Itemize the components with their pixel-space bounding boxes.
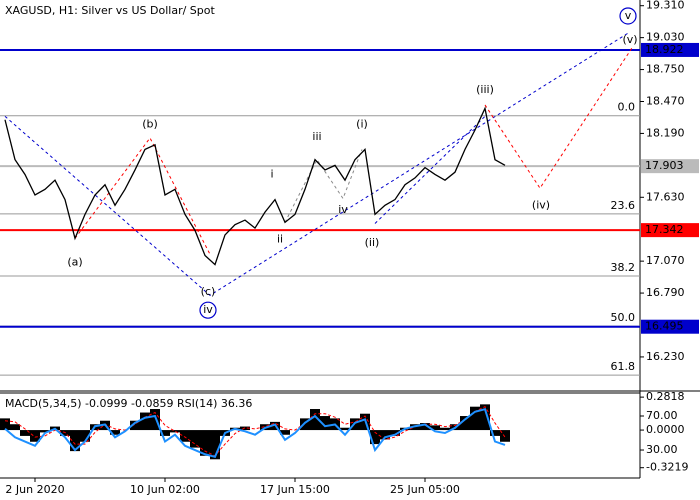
x-tick-label: 17 Jun 15:00 <box>260 483 330 496</box>
macd-bar <box>320 416 330 431</box>
wave-label: ii <box>277 232 283 245</box>
y-tick-label: 70.00 <box>646 409 678 422</box>
macd-bar <box>130 420 140 431</box>
macd-bar <box>70 430 80 452</box>
macd-bar <box>140 412 150 431</box>
macd-bar <box>490 430 500 436</box>
macd-bar <box>150 409 160 431</box>
x-tick-label: 25 Jun 05:00 <box>390 483 460 496</box>
price-label: 17.342 <box>645 223 684 236</box>
y-tick-label: 18.470 <box>646 94 685 107</box>
indicator-title: MACD(5,34,5) -0.0999 -0.0859 RSI(14) 36.… <box>5 397 252 410</box>
macd-bar <box>80 430 90 442</box>
y-tick-label: 17.630 <box>646 190 685 203</box>
wave-label: (ii) <box>365 236 380 249</box>
macd-bar <box>0 418 10 431</box>
price-label-box <box>641 42 699 57</box>
y-tick-label: 18.750 <box>646 63 685 76</box>
macd-bar <box>380 430 390 440</box>
macd-bar <box>370 430 380 445</box>
macd-bar <box>500 430 510 442</box>
wave-circle <box>199 301 217 319</box>
macd-bar <box>210 430 220 460</box>
fib-label: 23.6 <box>611 199 636 212</box>
y-tick-label: 19.030 <box>646 31 685 44</box>
wave-line <box>4 31 631 296</box>
wave-label: (iv) <box>532 198 550 211</box>
y-tick-label: 0.0000 <box>646 423 685 436</box>
macd-bar <box>280 430 290 435</box>
wave-label: iv <box>203 303 213 316</box>
y-tick-label: 18.190 <box>646 126 685 139</box>
macd-bar <box>340 427 350 431</box>
macd-bar <box>110 430 120 435</box>
macd-bar <box>240 426 250 431</box>
y-tick-label: 19.310 <box>646 0 685 12</box>
macd-bar <box>440 427 450 431</box>
macd-bar <box>180 430 190 442</box>
wave-line <box>74 137 211 255</box>
fib-label: 38.2 <box>611 261 636 274</box>
macd-bar <box>460 416 470 431</box>
wave-label: v <box>625 9 632 22</box>
macd-bar <box>310 409 320 431</box>
y-tick-label: 16.790 <box>646 286 685 299</box>
price-label: 18.922 <box>645 43 684 56</box>
y-tick-label: 30.00 <box>646 443 678 456</box>
macd-bar <box>10 424 20 431</box>
y-tick-label: 0.2818 <box>646 390 685 403</box>
wave-label: (a) <box>67 255 82 268</box>
macd-bar <box>20 430 30 436</box>
macd-bar <box>430 425 440 431</box>
chart-title: XAGUSD, H1: Silver vs US Dollar/ Spot <box>5 4 215 17</box>
wave-label: i <box>270 167 273 180</box>
price-label-box <box>641 223 699 238</box>
macd-bar <box>30 430 40 442</box>
macd-bar <box>190 430 200 448</box>
price-label: 17.903 <box>645 159 684 172</box>
macd-bar <box>170 430 180 433</box>
wave-line <box>374 115 486 224</box>
fib-label: 0.0 <box>618 101 636 114</box>
macd-bar <box>420 423 430 431</box>
price-line <box>4 106 506 266</box>
y-tick-label: 17.070 <box>646 254 685 267</box>
rsi-line <box>4 407 506 459</box>
wave-label: (iii) <box>476 83 494 96</box>
wave-label: (v) <box>622 33 637 46</box>
macd-bar <box>200 430 210 456</box>
macd-bar <box>480 404 490 431</box>
wave-label: (c) <box>201 285 216 298</box>
wave-label: (i) <box>356 117 368 130</box>
fib-label: 50.0 <box>611 311 636 324</box>
x-tick-label: 2 Jun 2020 <box>5 483 64 496</box>
macd-bar <box>470 406 480 431</box>
price-label-box <box>641 319 699 334</box>
x-tick-label: 10 Jun 02:00 <box>130 483 200 496</box>
macd-bar <box>160 430 170 436</box>
price-label: 16.495 <box>645 320 684 333</box>
y-tick-label: -0.3219 <box>646 461 688 474</box>
fib-label: 61.8 <box>611 360 636 373</box>
wave-label: (b) <box>142 117 158 130</box>
price-label-box <box>641 159 699 174</box>
wave-line <box>484 47 633 190</box>
y-tick-label: 16.230 <box>646 350 685 363</box>
wave-circle <box>619 7 637 25</box>
wave-label: iv <box>338 203 348 216</box>
macd-bar <box>390 430 400 436</box>
macd-bar <box>40 430 50 433</box>
wave-label: iii <box>312 130 321 143</box>
